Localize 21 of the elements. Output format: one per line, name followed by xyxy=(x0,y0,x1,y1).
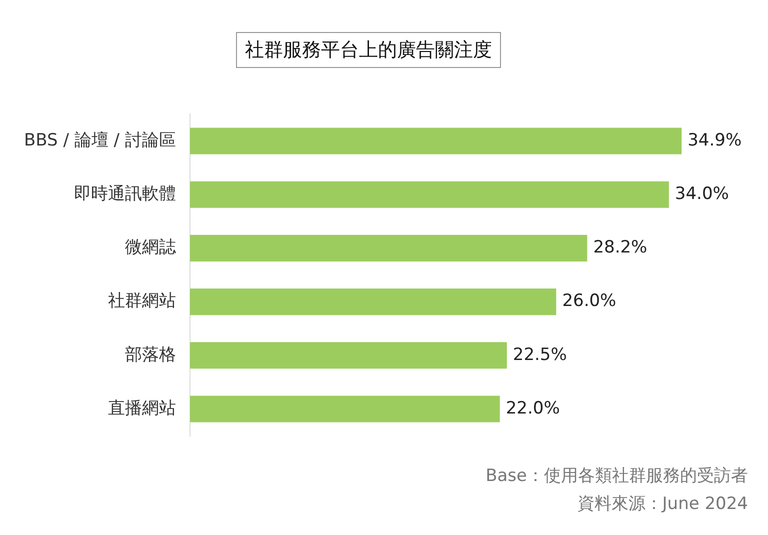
y-tick-label: 即時通訊軟體 xyxy=(74,184,176,204)
data-label: 34.0% xyxy=(674,184,729,204)
bar xyxy=(190,342,507,369)
data-label: 28.2% xyxy=(593,238,648,258)
bar xyxy=(190,234,588,262)
data-label: 22.0% xyxy=(506,398,560,418)
data-label: 22.5% xyxy=(512,344,567,365)
y-tick-label: 部落格 xyxy=(124,344,176,365)
bar xyxy=(190,396,500,422)
data-label: 26.0% xyxy=(562,291,616,312)
chart-title: 社群服務平台上的廣告關注度 xyxy=(236,32,501,68)
y-tick-label: 社群網站 xyxy=(108,291,176,312)
bar xyxy=(190,181,669,208)
source-note: 資料來源：June 2024 xyxy=(576,493,748,516)
y-tick-label: BBS / 論壇 / 討論區 xyxy=(24,130,176,150)
data-label: 34.9% xyxy=(688,130,742,150)
y-tick-label: 直播網站 xyxy=(108,398,176,418)
y-tick-label: 微網誌 xyxy=(124,238,176,258)
text: Base：使用各類社群服務的受訪者 xyxy=(486,465,748,488)
bar xyxy=(190,288,556,316)
bar xyxy=(190,128,682,154)
